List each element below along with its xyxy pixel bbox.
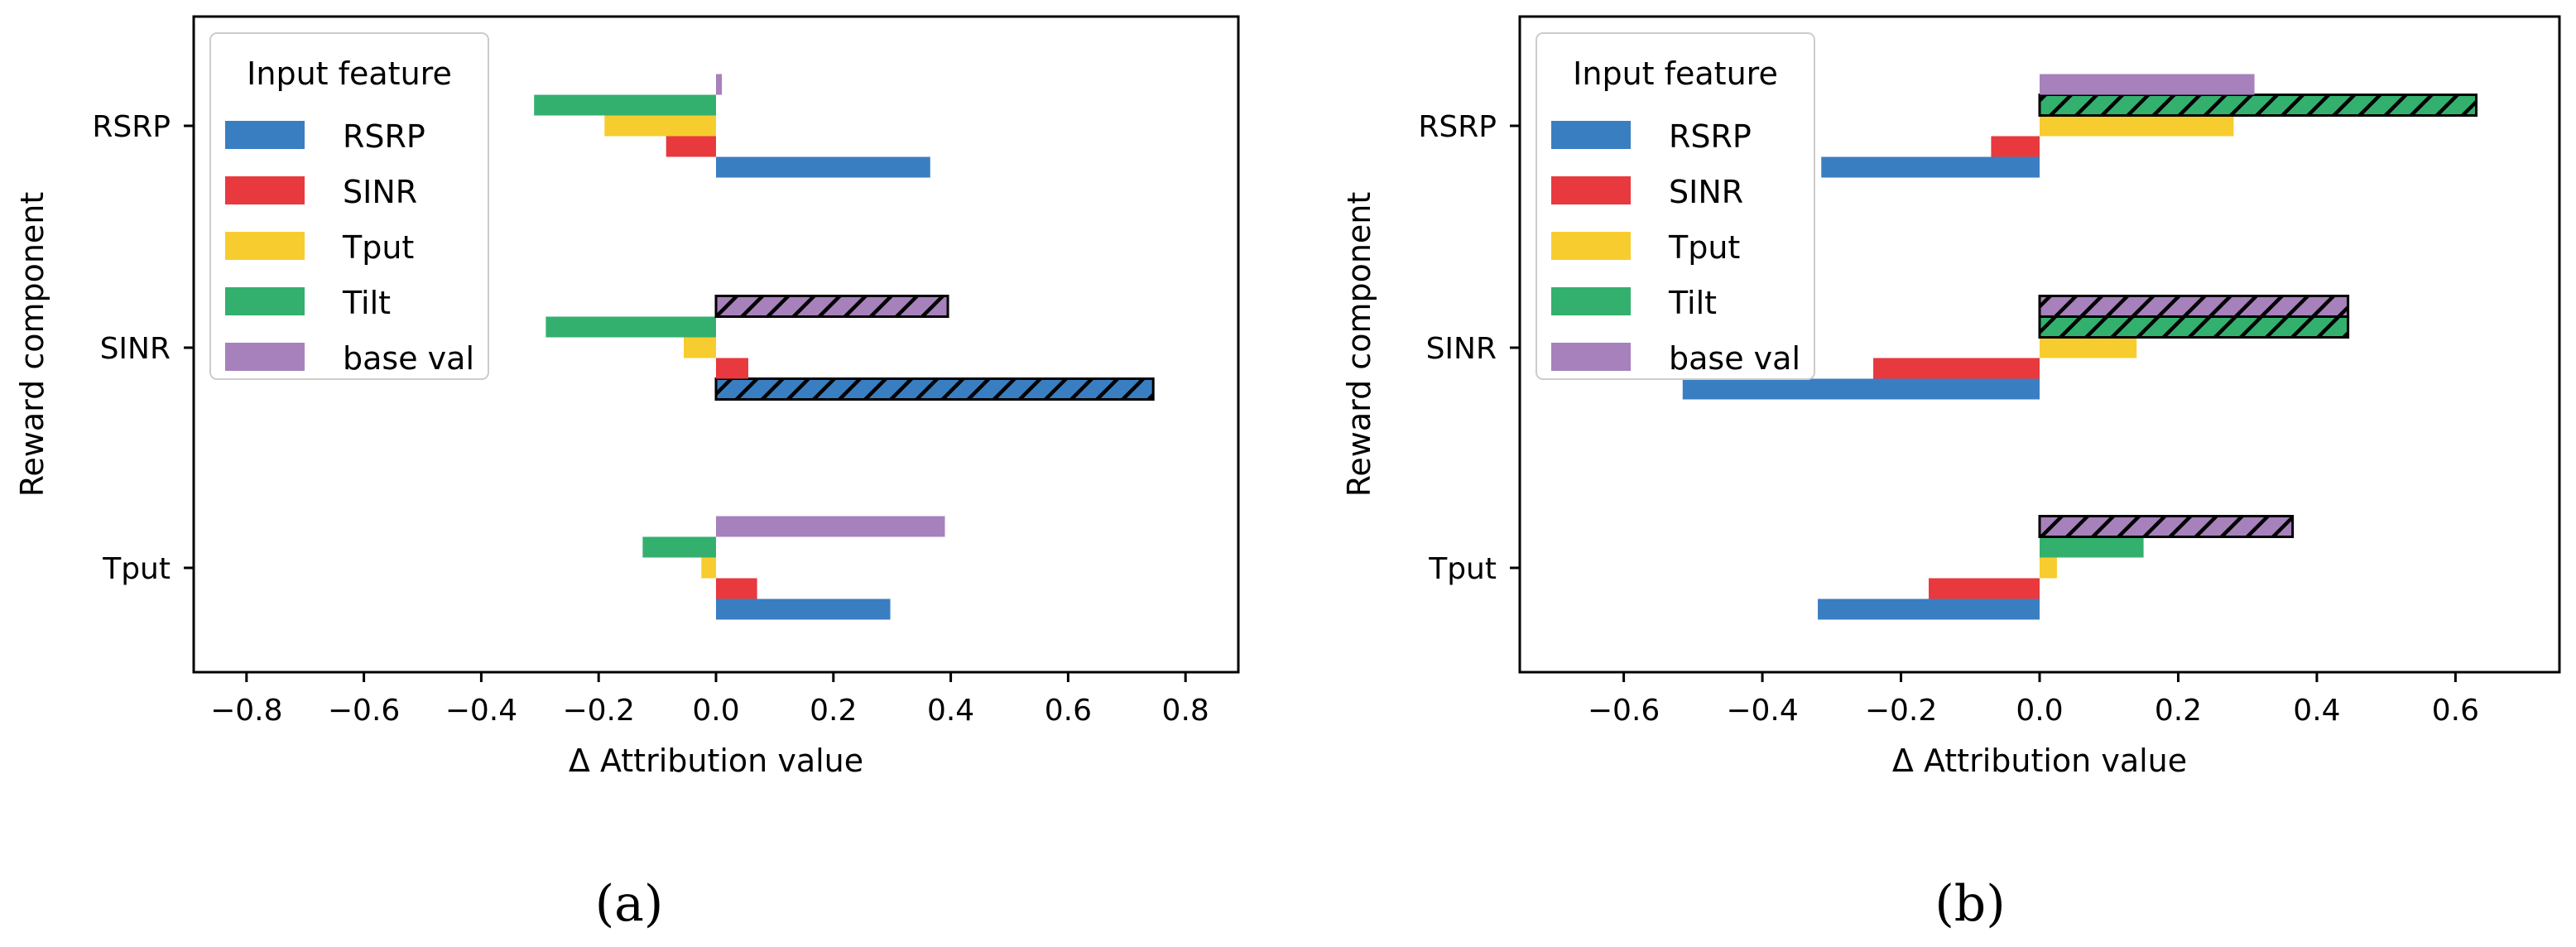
y-axis-label: Reward component: [14, 192, 50, 498]
x-tick-label: −0.6: [328, 694, 400, 728]
legend-swatch-sinr: [225, 176, 305, 204]
x-tick-label: 0.2: [810, 694, 857, 728]
legend-title: Input feature: [247, 55, 452, 92]
panel-caption: (b): [1934, 875, 2005, 933]
x-tick-label: 0.4: [2293, 694, 2340, 728]
bar-rsrp-sinr-hatch: [714, 377, 1155, 401]
legend: Input feature RSRP SINR Tput Tilt base val: [209, 32, 489, 380]
x-tick-label: 0.2: [2155, 694, 2202, 728]
legend-swatch-tput: [225, 232, 305, 260]
bar-tput-sinr: [2040, 337, 2137, 358]
bar-tilt-rsrp-hatch: [2038, 94, 2478, 117]
bar-sinr-tput: [716, 578, 757, 599]
legend-swatch-tilt: [1551, 287, 1631, 315]
bar-tilt-rsrp: [534, 94, 716, 116]
x-tick-label: −0.6: [1588, 694, 1660, 728]
legend: Input feature RSRP SINR Tput Tilt base val: [1536, 32, 1815, 380]
x-tick-label: 0.0: [692, 694, 739, 728]
legend-swatch-tilt: [225, 287, 305, 315]
y-tick-label: Tput: [1428, 552, 1497, 586]
legend-swatch-rsrp: [225, 121, 305, 149]
legend-swatch-rsrp: [1551, 121, 1631, 149]
legend-swatch-base-val: [1551, 343, 1631, 371]
y-tick-label: Tput: [102, 552, 171, 586]
legend-label-rsrp: RSRP: [343, 118, 425, 155]
bar-sinr-sinr: [716, 358, 748, 379]
legend-label-sinr: SINR: [1669, 174, 1743, 210]
bar-tput-tput: [701, 557, 716, 579]
chart-panel-a: −0.8 −0.6 −0.4 −0.2 0.0 0.2 0.4 0.6 0.8 RSRP SINR T…: [14, 15, 1240, 933]
legend-label-tilt: Tilt: [1668, 285, 1717, 321]
x-tick-label: 0.6: [1045, 694, 1092, 728]
y-tick-label: SINR: [1426, 332, 1497, 366]
x-tick-label: −0.2: [1865, 694, 1937, 728]
bar-tput-sinr: [684, 337, 716, 358]
bar-base-val-sinr-hatch: [2038, 295, 2350, 318]
x-tick-label: 0.6: [2432, 694, 2479, 728]
x-tick-label: 0.4: [927, 694, 974, 728]
bar-rsrp-rsrp: [1821, 156, 2040, 178]
legend-label-base-val: base val: [343, 340, 474, 377]
bar-rsrp-tput: [716, 598, 891, 620]
legend-label-tput: Tput: [1668, 229, 1740, 266]
y-axis-label: Reward component: [1341, 192, 1377, 498]
bar-sinr-rsrp: [1991, 136, 2040, 157]
bar-tput-tput: [2040, 557, 2057, 579]
x-tick-label: −0.2: [562, 694, 634, 728]
panel-caption: (a): [595, 875, 664, 933]
bar-tilt-tput: [642, 536, 716, 558]
y-tick-label: SINR: [100, 332, 171, 366]
legend-swatch-base-val: [225, 343, 305, 371]
bar-sinr-sinr: [1873, 358, 2040, 379]
x-tick-label: 0.0: [2016, 694, 2063, 728]
legend-swatch-tput: [1551, 232, 1631, 260]
y-tick-label: RSRP: [1418, 110, 1497, 144]
bar-base-val-rsrp: [716, 74, 723, 95]
bar-tilt-sinr-hatch: [2038, 315, 2350, 339]
bar-base-val-tput-hatch: [2038, 515, 2295, 538]
legend-title: Input feature: [1573, 55, 1778, 92]
chart-panel-b: −0.6 −0.4 −0.2 0.0 0.2 0.4 0.6 RSRP SINR Tput Δ At…: [1341, 15, 2561, 933]
x-axis-label: Δ Attribution value: [569, 743, 863, 779]
legend-label-tput: Tput: [342, 229, 414, 266]
x-tick-label: −0.4: [445, 694, 517, 728]
bar-rsrp-rsrp: [716, 156, 930, 178]
legend-label-sinr: SINR: [343, 174, 417, 210]
bar-base-val-rsrp: [2040, 74, 2255, 95]
legend-label-tilt: Tilt: [342, 285, 391, 321]
bar-base-val-tput: [716, 516, 945, 537]
bar-sinr-rsrp: [666, 136, 716, 157]
legend-label-base-val: base val: [1669, 340, 1800, 377]
bar-tilt-tput: [2040, 536, 2144, 558]
bar-rsrp-tput: [1818, 598, 2040, 620]
x-tick-label: −0.8: [210, 694, 282, 728]
bar-rsrp-sinr: [1682, 378, 2040, 400]
x-tick-label: −0.4: [1726, 694, 1798, 728]
legend-swatch-sinr: [1551, 176, 1631, 204]
y-tick-label: RSRP: [92, 110, 171, 144]
x-axis-label: Δ Attribution value: [1892, 743, 2187, 779]
bar-tput-rsrp: [2040, 115, 2234, 137]
legend-label-rsrp: RSRP: [1669, 118, 1752, 155]
bar-base-val-sinr-hatch: [714, 295, 949, 318]
x-tick-label: 0.8: [1162, 694, 1209, 728]
bar-sinr-tput: [1929, 578, 2040, 599]
bar-tilt-sinr: [545, 316, 716, 338]
bar-tput-rsrp: [604, 115, 716, 137]
